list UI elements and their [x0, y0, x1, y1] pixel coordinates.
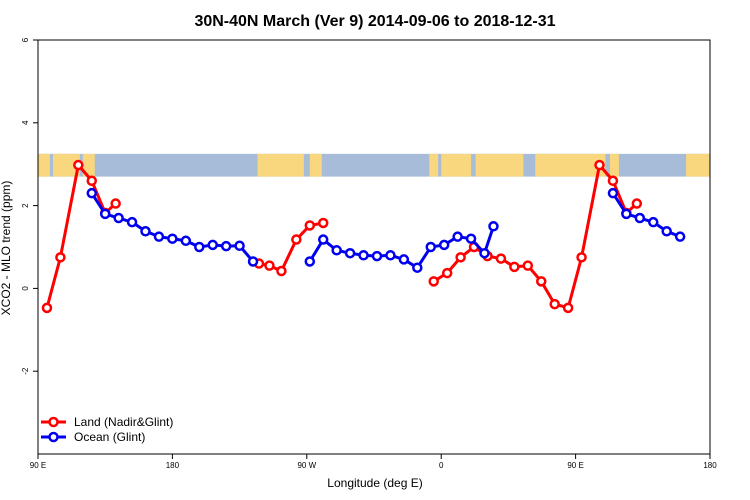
axis-ticks: 90 E 180 90 W 0 90 E 180 -2 0 2 4 6	[21, 37, 717, 470]
map-land	[441, 153, 472, 177]
data-point	[607, 187, 619, 199]
legend-ocean-label: Ocean (Glint)	[74, 430, 145, 444]
data-point	[631, 198, 643, 209]
data-point	[110, 198, 121, 209]
data-point	[441, 267, 453, 279]
map-ocean	[38, 153, 710, 177]
map-land	[257, 153, 304, 177]
map-land	[38, 153, 50, 177]
data-point	[674, 231, 686, 242]
data-point	[385, 250, 396, 261]
legend-ocean-marker	[48, 431, 59, 443]
y-tick-label: 2	[21, 203, 30, 208]
y-tick-label: 4	[21, 120, 30, 125]
x-axis-label: Longitude (deg E)	[327, 476, 422, 490]
y-tick-label: 0	[21, 286, 30, 291]
data-point	[562, 302, 574, 314]
data-point	[536, 276, 547, 287]
data-point	[264, 260, 275, 271]
data-point	[438, 239, 450, 251]
data-point	[180, 235, 192, 247]
data-point	[634, 212, 646, 224]
data-point	[55, 252, 66, 263]
legend: Land (Nadir&Glint) Ocean (Glint)	[41, 415, 173, 444]
data-point	[576, 252, 587, 263]
map-land	[535, 153, 606, 177]
data-point	[425, 241, 436, 253]
x-tick-label: 90 W	[297, 461, 316, 470]
plot-border	[37, 39, 711, 455]
data-point	[495, 253, 507, 264]
map-land	[309, 153, 322, 177]
chart-title: 30N-40N March (Ver 9) 2014-09-06 to 2018…	[194, 13, 555, 30]
data-point	[607, 175, 619, 187]
map-land	[52, 153, 80, 177]
data-point	[371, 250, 383, 262]
y-axis-label: XCO2 - MLO trend (ppm)	[0, 181, 13, 316]
data-point	[153, 231, 165, 242]
data-point	[291, 234, 302, 245]
data-point	[661, 226, 672, 237]
data-point	[317, 217, 329, 229]
data-point	[621, 208, 632, 220]
series-group	[41, 159, 686, 314]
data-point	[86, 187, 98, 199]
map-land	[429, 153, 439, 177]
plot-frame	[37, 39, 711, 455]
data-point	[648, 216, 659, 228]
data-point	[41, 302, 53, 314]
data-point	[465, 233, 477, 244]
data-point	[428, 276, 439, 287]
data-point	[207, 239, 218, 251]
world-map-strip	[38, 153, 710, 177]
data-point	[452, 231, 463, 242]
data-point	[344, 247, 356, 259]
data-point	[167, 233, 178, 244]
series-line	[45, 163, 117, 309]
data-point	[317, 234, 329, 245]
map-land	[475, 153, 524, 177]
data-point	[358, 250, 369, 261]
y-tick-label: 6	[21, 37, 30, 42]
series-land	[41, 159, 643, 314]
data-point	[234, 240, 245, 252]
map-land	[686, 153, 710, 177]
data-point	[86, 175, 98, 187]
data-point	[220, 240, 232, 252]
data-point	[99, 208, 111, 220]
data-point	[73, 159, 84, 171]
legend-land-label: Land (Nadir&Glint)	[74, 415, 173, 429]
series-ocean	[86, 187, 686, 273]
data-point	[522, 260, 534, 271]
x-tick-label: 90 E	[30, 461, 46, 470]
data-point	[412, 262, 423, 273]
data-point	[331, 245, 342, 256]
data-point	[304, 220, 316, 231]
x-tick-label: 180	[166, 461, 180, 470]
data-point	[479, 247, 490, 259]
data-point	[247, 256, 259, 267]
data-point	[594, 159, 605, 171]
data-point	[509, 261, 520, 273]
data-point	[488, 221, 499, 232]
x-tick-label: 180	[703, 461, 717, 470]
data-point	[126, 216, 138, 228]
data-point	[276, 265, 287, 277]
x-tick-label: 0	[439, 461, 444, 470]
data-point	[113, 212, 124, 224]
x-tick-label: 90 E	[567, 461, 583, 470]
data-point	[140, 226, 151, 237]
data-point	[455, 252, 466, 263]
map-land	[82, 153, 95, 177]
data-point	[398, 254, 410, 265]
y-tick-label: -2	[21, 367, 30, 375]
series-line	[432, 163, 638, 310]
legend-land-marker	[48, 416, 59, 428]
data-point	[549, 298, 560, 310]
data-point	[304, 256, 316, 267]
data-point	[194, 241, 205, 253]
map-land	[609, 153, 619, 177]
